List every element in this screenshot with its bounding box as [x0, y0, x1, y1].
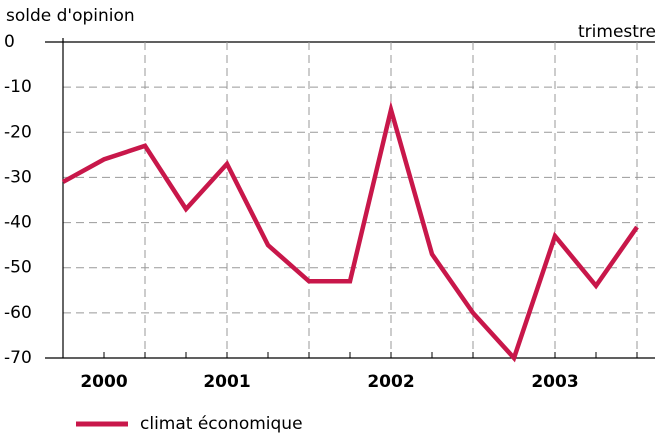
y-tick-label: -60 — [4, 303, 32, 323]
y-tick-label: -20 — [4, 122, 32, 142]
y-tick-label: -40 — [4, 213, 32, 233]
y-tick-label: 0 — [4, 32, 15, 52]
x-tick-label: 2000 — [80, 372, 127, 392]
x-tick-label: 2003 — [531, 372, 578, 392]
x-axis-label: trimestre — [578, 22, 656, 42]
data-line — [61, 100, 639, 363]
y-tick-label: -50 — [4, 258, 32, 278]
x-tick-label: 2002 — [367, 372, 414, 392]
y-tick-label: -30 — [4, 167, 32, 187]
y-tick-label: -70 — [4, 348, 32, 368]
y-tick-label: -10 — [4, 77, 32, 97]
legend-label: climat économique — [140, 414, 303, 434]
x-tick-label: 2001 — [203, 372, 250, 392]
y-axis-label: solde d'opinion — [6, 6, 135, 26]
